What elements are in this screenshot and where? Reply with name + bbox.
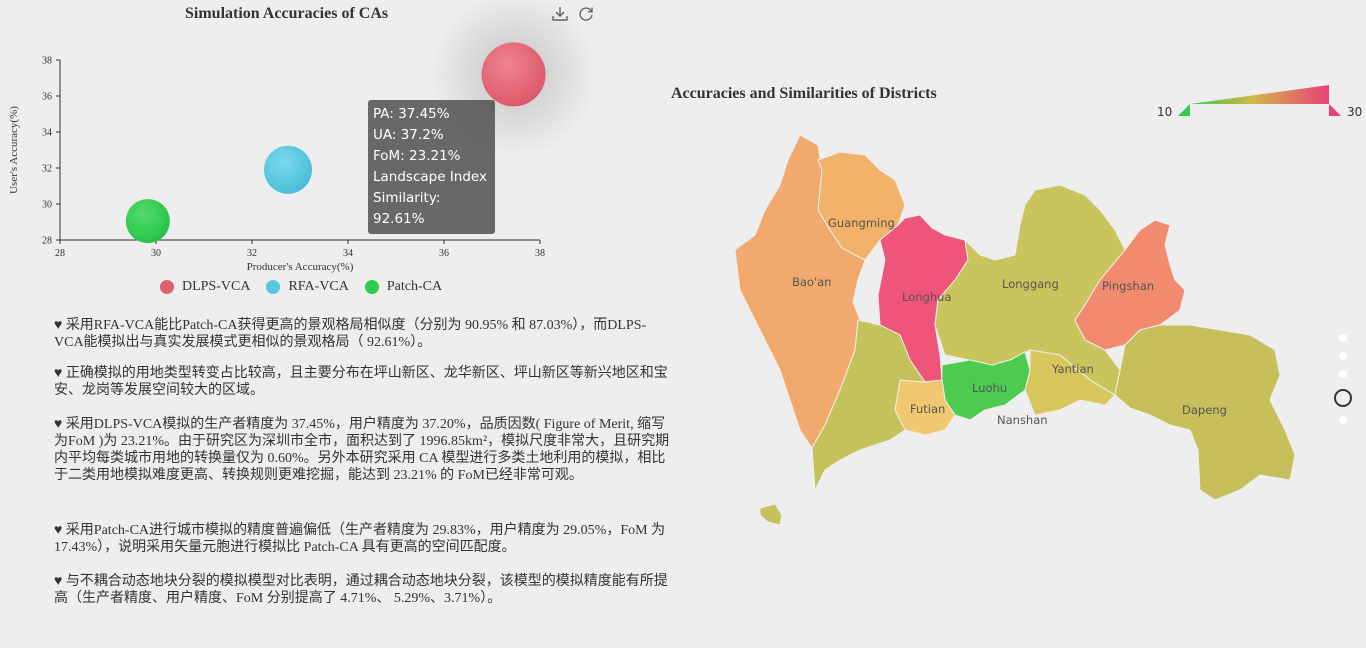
point-dlps-vca[interactable] bbox=[481, 42, 546, 107]
y-tick-label: 28 bbox=[42, 236, 52, 247]
y-axis-label: User's Accuracy(%) bbox=[8, 106, 20, 194]
label-longhua: Longhua bbox=[902, 290, 951, 304]
x-axis-label: Producer's Accuracy(%) bbox=[247, 261, 354, 273]
finding-text: ♥ 正确模拟的用地类型转变占比较高，且主要分布在坪山新区、龙华新区、坪山新区等新… bbox=[54, 366, 668, 398]
y-tick-label: 34 bbox=[42, 128, 52, 139]
point-tooltip: PA: 37.45% UA: 37.2% FoM: 23.21% Landsca… bbox=[368, 100, 495, 234]
scale-handle-min[interactable] bbox=[1178, 104, 1190, 116]
finding-text: ♥ 采用DLPS-VCA模拟的生产者精度为 37.45%，用户精度为 37.20… bbox=[54, 417, 670, 483]
point-rfa-vca[interactable] bbox=[264, 145, 312, 194]
scatter-chart-panel: Simulation Accuracies of CAs 28 30 32 34 36 3… bbox=[0, 0, 640, 300]
legend-marker bbox=[266, 280, 281, 294]
finding-item: ♥ 采用Patch-CA进行城市模拟的精度普遍偏低（生产者精度为 29.83%，… bbox=[54, 522, 674, 556]
label-nanshan: Nanshan bbox=[997, 413, 1048, 427]
x-tick-label: 32 bbox=[247, 248, 257, 259]
page-dot-5[interactable] bbox=[1339, 416, 1347, 424]
scale-handle-max[interactable] bbox=[1329, 104, 1341, 116]
finding-item: ♥ 采用DLPS-VCA模拟的生产者精度为 37.45%，用户精度为 37.20… bbox=[54, 416, 674, 484]
label-luohu: Luohu bbox=[972, 381, 1007, 395]
finding-item: ♥ 采用RFA-VCA能比Patch-CA获得更高的景观格局相似度（分别为 90… bbox=[54, 317, 674, 351]
y-tick-label: 30 bbox=[42, 200, 52, 211]
district-map: Guangming Bao'an Longhua Longgang Pingsh… bbox=[734, 134, 1296, 526]
visual-map-scale[interactable] bbox=[1176, 84, 1342, 118]
x-tick-label: 28 bbox=[55, 248, 65, 259]
page-dot-2[interactable] bbox=[1339, 352, 1347, 360]
y-tick-label: 38 bbox=[42, 56, 52, 67]
point-patch-ca[interactable] bbox=[125, 199, 170, 244]
x-tick-label: 34 bbox=[343, 248, 353, 259]
district-longhua[interactable] bbox=[877, 214, 969, 383]
label-yantian: Yantian bbox=[1051, 362, 1094, 376]
legend-item-patch-ca[interactable]: Patch-CA bbox=[364, 279, 443, 295]
page-dot-3[interactable] bbox=[1339, 370, 1347, 378]
tooltip-similarity: Similarity: 92.61% bbox=[373, 190, 441, 227]
island-nei-lingding bbox=[759, 503, 783, 526]
district-pingshan[interactable] bbox=[1074, 219, 1186, 351]
label-futian: Futian bbox=[910, 402, 945, 416]
page-dot-4-active[interactable] bbox=[1334, 389, 1352, 407]
tooltip-ua: UA: 37.2% bbox=[373, 127, 444, 143]
tooltip-pa: PA: 37.45% bbox=[373, 106, 450, 122]
district-dapeng[interactable] bbox=[1114, 324, 1296, 501]
tooltip-landscape-index: Landscape Index bbox=[373, 169, 487, 185]
y-tick-label: 36 bbox=[42, 92, 52, 103]
label-pingshan: Pingshan bbox=[1102, 279, 1154, 293]
scatter-plot: 28 30 32 34 36 38 28 30 32 34 36 38 Producer's Accu… bbox=[8, 0, 597, 273]
page-navigation bbox=[1334, 330, 1352, 430]
district-nanshan[interactable] bbox=[811, 319, 927, 492]
page-dot-1[interactable] bbox=[1339, 334, 1347, 342]
finding-item: ♥ 与不耦合动态地块分裂的模拟模型对比表明，通过耦合动态地块分裂，该模型的模拟精… bbox=[54, 573, 674, 607]
scale-max-label: 30 bbox=[1347, 105, 1363, 119]
legend-item-dlps-vca[interactable]: DLPS-VCA bbox=[160, 279, 250, 295]
x-tick-label: 38 bbox=[535, 248, 545, 259]
refresh-icon[interactable] bbox=[577, 5, 595, 23]
chart-legend: DLPS-VCA RFA-VCA Patch-CA bbox=[160, 279, 442, 295]
findings-text: ♥ 采用RFA-VCA能比Patch-CA获得更高的景观格局相似度（分别为 90… bbox=[54, 310, 674, 630]
label-guangming: Guangming bbox=[828, 216, 895, 230]
map-title: Accuracies and Similarities of Districts bbox=[671, 85, 937, 102]
scale-min-label: 10 bbox=[1157, 105, 1173, 119]
scale-bar bbox=[1190, 85, 1329, 104]
finding-text: ♥ 采用Patch-CA进行城市模拟的精度普遍偏低（生产者精度为 29.83%，… bbox=[54, 523, 666, 555]
label-dapeng: Dapeng bbox=[1182, 403, 1227, 417]
legend-marker bbox=[160, 280, 174, 294]
x-tick-label: 36 bbox=[439, 248, 449, 259]
legend-marker bbox=[364, 280, 379, 294]
legend-label: Patch-CA bbox=[386, 279, 443, 294]
label-longgang: Longgang bbox=[1002, 277, 1059, 291]
y-tick-label: 32 bbox=[42, 164, 52, 175]
finding-text: ♥ 与不耦合动态地块分裂的模拟模型对比表明，通过耦合动态地块分裂，该模型的模拟精… bbox=[54, 574, 668, 606]
tooltip-fom: FoM: 23.21% bbox=[373, 148, 461, 164]
legend-label: DLPS-VCA bbox=[182, 279, 251, 294]
x-tick-label: 30 bbox=[151, 248, 161, 259]
finding-text: ♥ 采用RFA-VCA能比Patch-CA获得更高的景观格局相似度（分别为 90… bbox=[54, 318, 647, 350]
label-bao-an: Bao'an bbox=[792, 275, 831, 289]
legend-item-rfa-vca[interactable]: RFA-VCA bbox=[266, 279, 349, 295]
scatter-chart-title: Simulation Accuracies of CAs bbox=[185, 5, 389, 22]
legend-label: RFA-VCA bbox=[288, 279, 349, 294]
finding-item: ♥ 正确模拟的用地类型转变占比较高，且主要分布在坪山新区、龙华新区、坪山新区等新… bbox=[54, 365, 674, 399]
